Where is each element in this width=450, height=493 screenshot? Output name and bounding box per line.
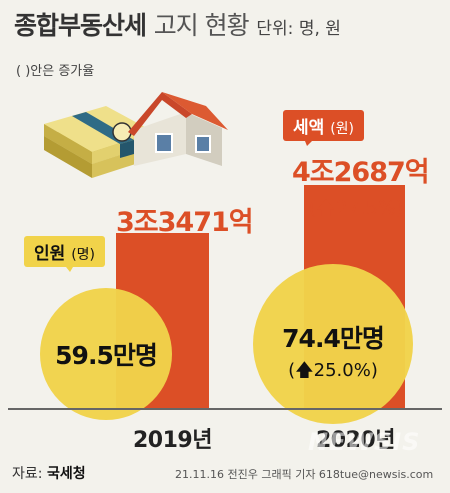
source-label: 자료: [12, 466, 43, 482]
title-light: 고지 현황 [153, 11, 250, 40]
people-circle-2020 [253, 264, 413, 424]
tax-series-tag: 세액 (원) [283, 110, 365, 141]
bar-growth-2020: (🡅27.5%) [308, 197, 404, 219]
bar-label-2019: 3조3471억 [116, 207, 254, 238]
credit-line: 21.11.16 전진우 그래픽 기자 618tue@newsis.com [175, 468, 434, 481]
growth-note: ( )안은 증가율 [16, 64, 95, 79]
source-org: 국세청 [46, 466, 86, 482]
newsis-watermark: NEWSIS [308, 428, 421, 456]
people-growth-2020: (🡅25.0%) [288, 360, 378, 381]
tax-series-unit: (원) [330, 121, 355, 137]
people-series-tag: 인원 (명) [24, 236, 106, 267]
house-icon [128, 92, 228, 166]
people-value-2020: 74.4만명 [282, 324, 385, 353]
category-2020: 2020년 [316, 428, 395, 453]
source: 자료: 국세청 [12, 463, 86, 483]
axis-baseline [8, 408, 442, 410]
people-series-unit: (명) [71, 247, 96, 263]
people-series-name: 인원 [34, 244, 66, 264]
bar-label-2020: 4조2687억 [292, 157, 430, 188]
chart-title: 종합부동산세 고지 현황 단위: 명, 원 [14, 6, 341, 42]
unit-label: 단위: 명, 원 [256, 19, 341, 39]
category-2019: 2019년 [133, 428, 212, 453]
house-and-money-icon [44, 92, 228, 178]
people-circle-2019 [40, 288, 172, 420]
tax-tag-pointer [303, 136, 317, 146]
tax-series-name: 세액 [293, 118, 325, 138]
people-value-2019: 59.5만명 [55, 341, 158, 370]
title-main: 종합부동산세 [14, 11, 147, 40]
people-tag-pointer [62, 262, 76, 272]
